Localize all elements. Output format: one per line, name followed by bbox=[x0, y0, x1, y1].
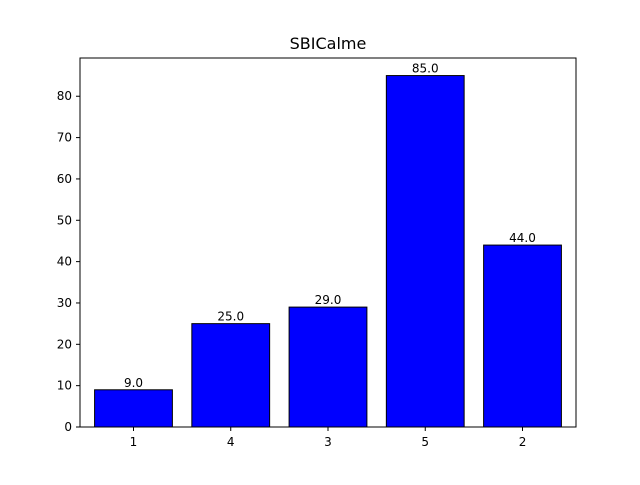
x-tick-label-4: 4 bbox=[227, 435, 235, 449]
bar-4 bbox=[191, 323, 271, 428]
x-tick-label-1: 1 bbox=[130, 435, 138, 449]
x-tick-label-5: 5 bbox=[421, 435, 429, 449]
bar-1 bbox=[94, 389, 173, 428]
y-tick-label-10: 10 bbox=[57, 379, 72, 393]
y-tick-label-0: 0 bbox=[64, 420, 72, 434]
y-tick-label-20: 20 bbox=[57, 337, 72, 351]
y-tick-label-30: 30 bbox=[57, 296, 72, 310]
y-tick-label-60: 60 bbox=[57, 172, 72, 186]
data-label-1: 9.0 bbox=[124, 376, 143, 390]
plot-frame bbox=[79, 57, 577, 428]
chart-title: SBICalme bbox=[290, 34, 367, 53]
data-label-2: 44.0 bbox=[509, 231, 536, 245]
data-label-4: 25.0 bbox=[217, 310, 244, 324]
bar-2 bbox=[483, 244, 562, 428]
bar-3 bbox=[288, 306, 368, 428]
y-tick-label-50: 50 bbox=[57, 213, 72, 227]
data-label-5: 85.0 bbox=[412, 62, 439, 76]
x-tick-label-3: 3 bbox=[324, 435, 332, 449]
y-tick-label-70: 70 bbox=[57, 131, 72, 145]
bars-layer bbox=[94, 75, 562, 428]
y-axis: 0 10 20 30 40 50 60 70 80 bbox=[57, 89, 80, 434]
y-tick-label-40: 40 bbox=[57, 255, 72, 269]
x-tick-label-2: 2 bbox=[519, 435, 527, 449]
bar-5 bbox=[385, 75, 465, 428]
data-label-3: 29.0 bbox=[315, 293, 342, 307]
x-axis: 1 4 3 5 2 bbox=[130, 427, 527, 449]
y-tick-label-80: 80 bbox=[57, 89, 72, 103]
data-labels-layer: 9.0 25.0 29.0 85.0 44.0 bbox=[124, 62, 536, 390]
